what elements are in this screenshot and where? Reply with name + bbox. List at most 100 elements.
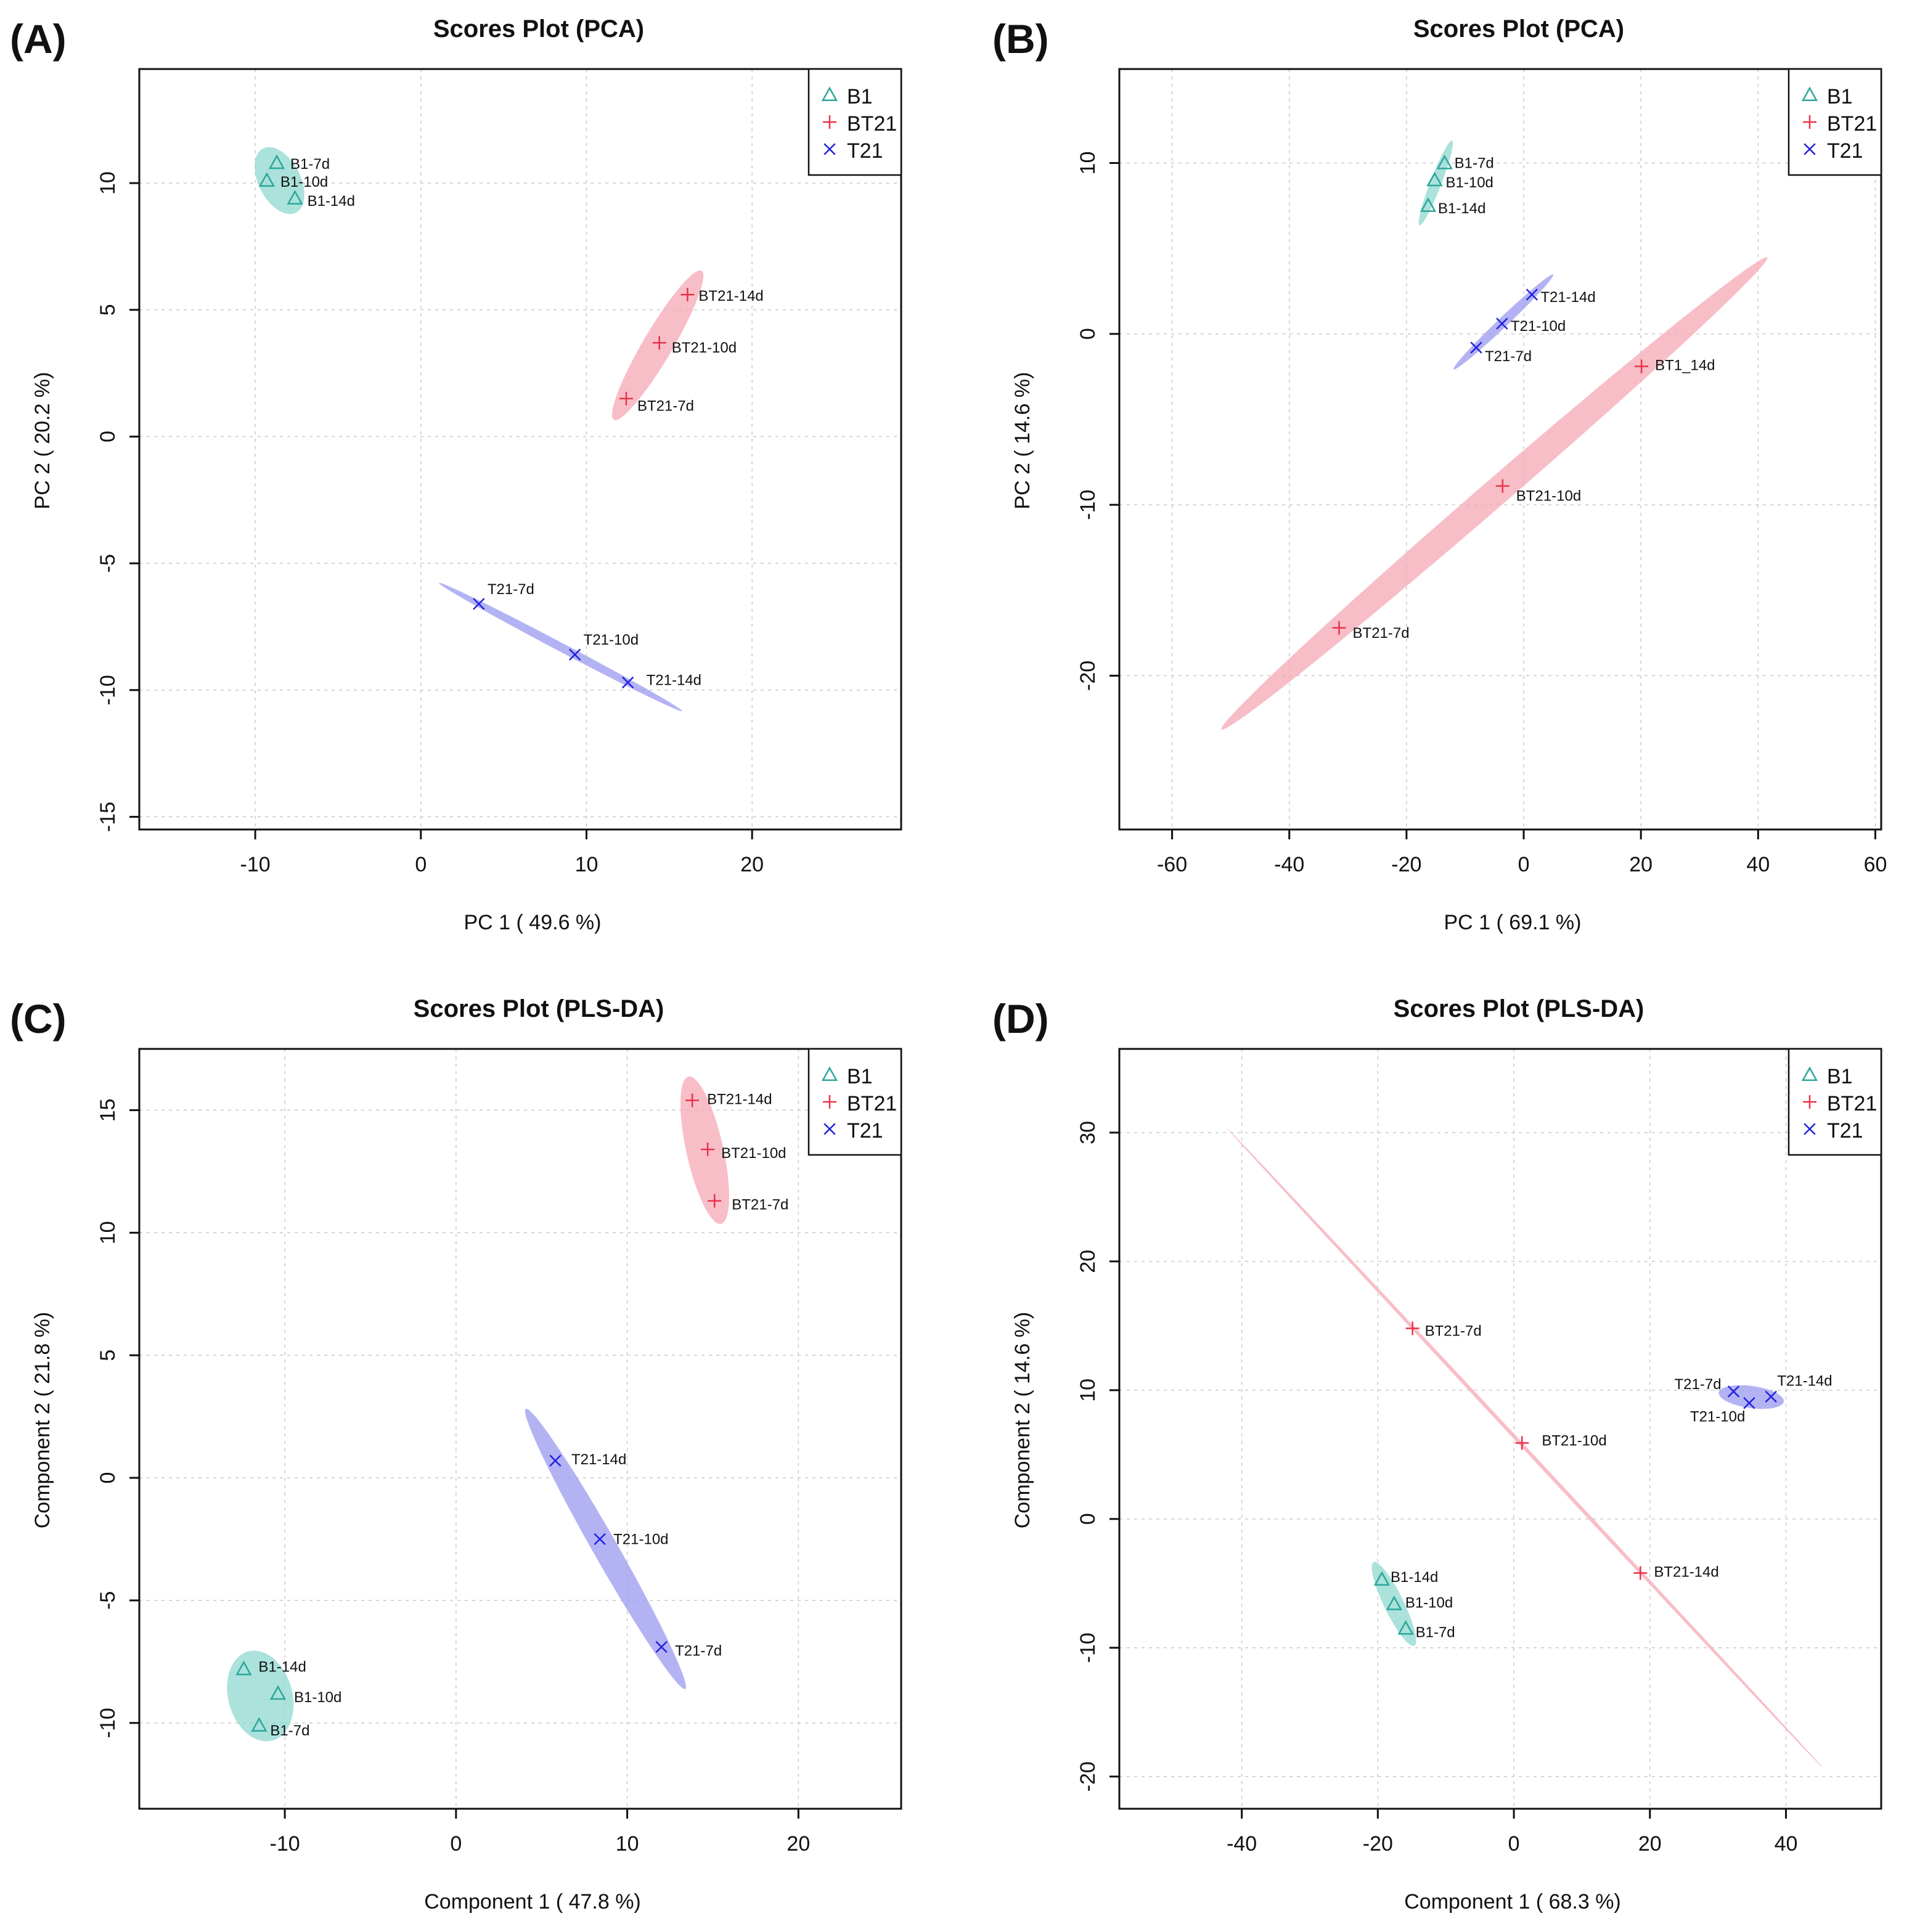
legend: B1 BT21 T21 [807,1048,902,1156]
legend-label-bt21: BT21 [847,1092,897,1115]
y-axis-label: PC 2 ( 20.2 %) [31,372,54,510]
point-label: B1-14d [308,193,355,210]
point-label: T21-10d [613,1531,668,1547]
legend-marker-t21 [823,1123,836,1135]
x-axis-label: PC 1 ( 49.6 %) [464,911,602,934]
point-label: B1-14d [258,1658,306,1675]
point-label: T21-7d [1485,348,1532,365]
y-tick-label: 5 [96,304,120,316]
confidence-ellipse-b1 [1371,1562,1416,1646]
data-point-b1 [268,154,285,169]
plot-frame [1118,1048,1882,1810]
point-label: T21-14d [1777,1372,1832,1389]
y-tick-label: -20 [1076,1761,1100,1791]
y-axis-label: Component 2 ( 14.6 %) [1011,1312,1034,1529]
legend-label-b1: B1 [847,1065,873,1088]
panel-letter: (B) [992,16,1049,62]
y-tick-label: 10 [96,171,120,195]
point-label: T21-10d [584,632,639,648]
data-point-bt21 [1332,621,1346,635]
legend-label-bt21: BT21 [847,112,897,136]
x-tick-label: 20 [740,853,764,876]
x-tick-label: 20 [1629,853,1653,876]
legend-marker-t21 [1804,143,1816,155]
x-tick-label: 0 [1508,1832,1520,1856]
point-label: BT21-7d [1425,1323,1482,1339]
legend-label-b1: B1 [847,85,873,108]
legend-label-t21: T21 [847,1119,883,1143]
x-tick-label: 40 [1746,853,1770,876]
y-tick-label: 0 [1076,1513,1100,1525]
point-label: B1-10d [294,1689,341,1706]
data-point-bt21 [1633,1566,1648,1580]
y-tick-label: 10 [1076,152,1100,175]
y-tick-label: 5 [96,1350,120,1361]
data-point-t21 [1470,341,1482,354]
x-tick-label: 20 [1638,1832,1662,1856]
legend-marker-b1 [821,86,838,102]
y-tick-label: -5 [96,1591,120,1610]
y-tick-label: -10 [1076,1632,1100,1663]
confidence-ellipse-b1 [227,1650,294,1742]
legend-label-t21: T21 [1827,139,1863,163]
x-axis-label: Component 1 ( 68.3 %) [1404,1890,1621,1914]
point-label: BT21-14d [1654,1564,1718,1581]
confidence-ellipse-bt21 [611,270,704,420]
point-label: BT21-14d [698,288,763,304]
panel-letter: (C) [10,996,67,1041]
y-tick-label: -5 [96,554,120,573]
x-tick-label: 60 [1864,853,1887,876]
data-point-b1 [1397,1620,1414,1635]
x-tick-label: 0 [450,1832,462,1856]
data-point-b1 [1426,171,1443,187]
data-point-t21 [1765,1390,1777,1403]
x-tick-label: -20 [1363,1832,1393,1856]
legend-marker-bt21 [823,1095,836,1109]
y-axis-label: PC 2 ( 14.6 %) [1011,372,1034,510]
y-tick-label: -10 [96,1708,120,1738]
confidence-ellipse-bt21 [1227,1128,1823,1769]
y-tick-label: 0 [96,1472,120,1484]
x-tick-label: -40 [1227,1832,1257,1856]
point-label: B1-7d [270,1722,309,1739]
point-label: B1-10d [280,174,328,190]
data-point-bt21 [1405,1321,1420,1335]
data-point-t21 [1496,317,1508,330]
data-point-bt21 [680,288,695,302]
point-label: T21-7d [1675,1376,1722,1393]
data-point-b1 [235,1660,252,1676]
data-point-bt21 [1635,359,1649,373]
legend: B1 BT21 T21 [1787,68,1882,176]
panel-a: (A) Scores Plot (PCA) -10 0 10 20 -15 -10 -5 0 5 10… [10,15,902,934]
legend-marker-t21 [1804,1123,1816,1135]
y-axis-label: Component 2 ( 21.8 %) [31,1312,54,1529]
point-label: T21-10d [1690,1409,1745,1425]
data-point-bt21 [708,1194,722,1208]
plot-frame [138,68,902,831]
x-axis-label: Component 1 ( 47.8 %) [424,1890,641,1914]
y-tick-label: 0 [96,431,120,442]
legend-marker-bt21 [1803,115,1816,129]
confidence-ellipse-t21 [525,1408,687,1689]
confidence-ellipse-t21 [1718,1385,1784,1409]
y-tick-label: 0 [1076,328,1100,340]
confidence-ellipse-bt21 [680,1076,729,1225]
x-tick-label: 0 [415,853,427,876]
point-label: B1-7d [1416,1624,1455,1641]
data-point-t21 [1743,1397,1755,1409]
chart-title: Scores Plot (PCA) [433,15,644,43]
point-label: BT21-7d [637,398,694,415]
point-label: T21-10d [1511,318,1566,335]
legend-label-t21: T21 [1827,1119,1863,1143]
point-label: BT21-7d [732,1197,788,1213]
data-point-t21 [473,598,485,610]
data-point-b1 [269,1685,287,1700]
x-tick-label: 10 [575,853,599,876]
data-point-t21 [568,648,581,661]
x-tick-label: 20 [786,1832,810,1856]
data-point-b1 [1436,154,1453,169]
legend-label-bt21: BT21 [1827,112,1877,136]
point-label: BT21-14d [707,1091,772,1108]
chart-title: Scores Plot (PLS-DA) [414,995,664,1022]
